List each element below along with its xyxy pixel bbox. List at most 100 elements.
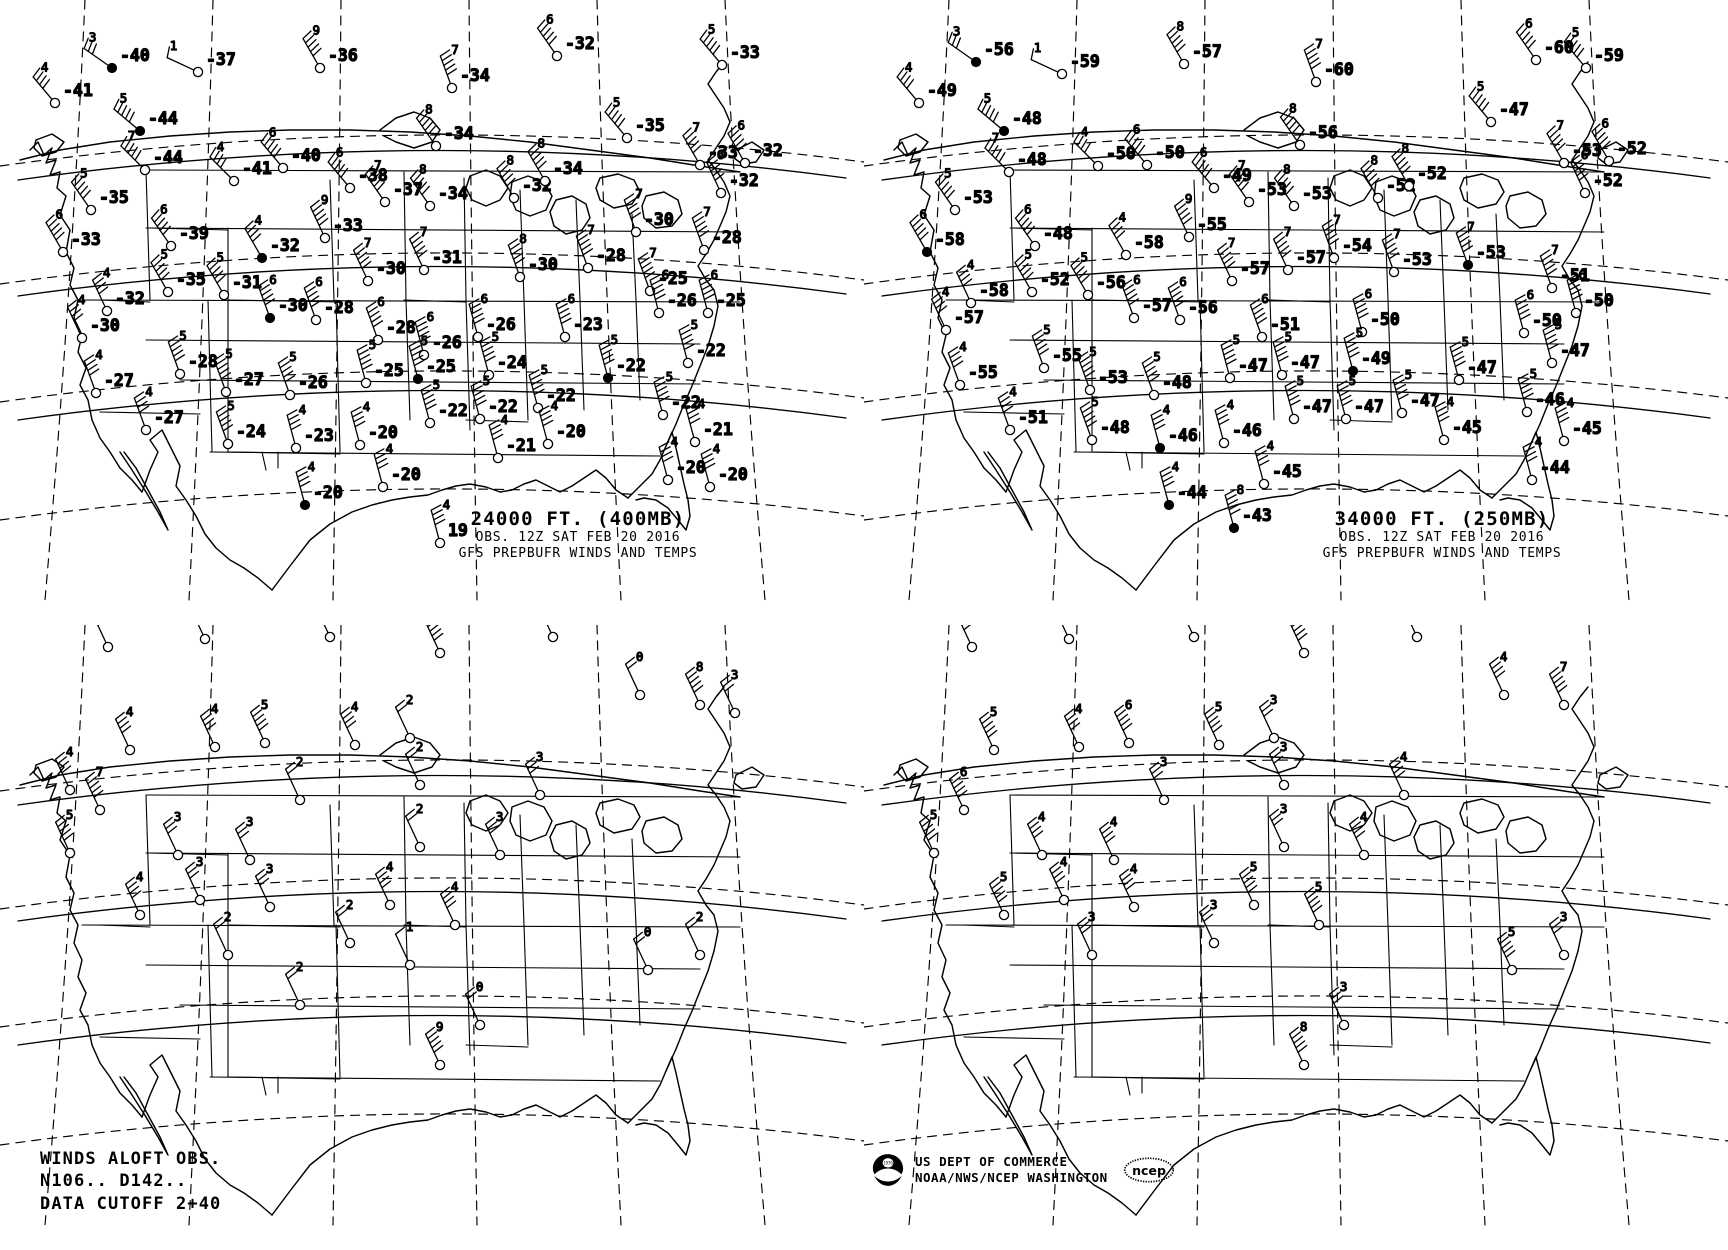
svg-text:-41: -41 xyxy=(242,159,272,178)
svg-text:7: 7 xyxy=(587,222,595,237)
panel-subtitle: OBS. 12Z SAT FEB 20 2016 xyxy=(1339,530,1545,546)
svg-text:7: 7 xyxy=(1284,224,1292,239)
svg-text:4: 4 xyxy=(66,744,74,759)
svg-text:-26: -26 xyxy=(298,373,328,392)
svg-text:6: 6 xyxy=(336,145,344,160)
panel-34000ft-250mb[interactable]: 3 -56 1 -59 8 -57 7 -60 6 -60 5 -59 4 -49 5 -48 5 -47 8 -56… xyxy=(864,0,1728,625)
svg-text:4: 4 xyxy=(386,441,394,456)
svg-text:6: 6 xyxy=(1601,116,1609,131)
svg-text:7: 7 xyxy=(1467,219,1475,234)
svg-text:-22: -22 xyxy=(671,393,701,412)
svg-text:3: 3 xyxy=(496,809,504,824)
svg-text:-40: -40 xyxy=(120,46,150,65)
svg-text:4: 4 xyxy=(1075,701,1083,716)
svg-text:-52: -52 xyxy=(1617,139,1647,158)
svg-text:-21: -21 xyxy=(506,436,536,455)
svg-text:-45: -45 xyxy=(1452,418,1482,437)
svg-text:5: 5 xyxy=(1153,349,1161,364)
svg-text:-26: -26 xyxy=(486,315,516,334)
svg-text:8: 8 xyxy=(1300,1019,1308,1034)
svg-text:8: 8 xyxy=(1401,141,1409,156)
svg-text:-58: -58 xyxy=(935,230,965,249)
map-canvas-tl: 3-401-379-36 7-346-325-334-41 5-445-358-34… xyxy=(0,0,864,601)
svg-text:-55: -55 xyxy=(968,363,998,382)
svg-text:5: 5 xyxy=(1315,879,1323,894)
svg-text:-53: -53 xyxy=(1402,250,1432,269)
svg-text:7: 7 xyxy=(451,42,459,57)
svg-text:-24: -24 xyxy=(497,353,527,372)
svg-text:-44: -44 xyxy=(148,109,178,128)
svg-text:4: 4 xyxy=(95,347,103,362)
svg-text:3: 3 xyxy=(1340,979,1348,994)
svg-text:5: 5 xyxy=(691,317,699,332)
svg-text:5: 5 xyxy=(1572,25,1580,40)
svg-text:-47: -47 xyxy=(1238,356,1268,375)
svg-text:-34: -34 xyxy=(444,124,474,143)
svg-text:6: 6 xyxy=(160,201,168,216)
svg-text:-43: -43 xyxy=(1242,506,1272,525)
svg-text:-52: -52 xyxy=(1417,164,1447,183)
svg-text:6: 6 xyxy=(1525,15,1533,30)
svg-text:-20: -20 xyxy=(391,465,421,484)
svg-text:6: 6 xyxy=(662,267,670,282)
svg-text:-20: -20 xyxy=(718,465,748,484)
svg-text:5: 5 xyxy=(1080,250,1088,265)
svg-text:8: 8 xyxy=(696,659,704,674)
svg-text:4: 4 xyxy=(671,434,679,449)
noaa-seal-icon: 1970 xyxy=(872,1154,904,1186)
svg-text:-59: -59 xyxy=(1594,46,1624,65)
svg-text:-25: -25 xyxy=(426,357,456,376)
svg-text:6: 6 xyxy=(1125,697,1133,712)
svg-text:5: 5 xyxy=(80,165,88,180)
panel-24000ft-400mb[interactable]: 3 -40 1 -37 9 -36 7 -34 6 -32 5 -33 4 -41 5 -44 5 -35 8 -34… xyxy=(0,0,864,625)
svg-text:-23: -23 xyxy=(304,426,334,445)
svg-text:5: 5 xyxy=(708,22,716,37)
svg-text:5: 5 xyxy=(1530,366,1538,381)
svg-text:6: 6 xyxy=(427,309,435,324)
svg-text:6: 6 xyxy=(1200,145,1208,160)
svg-text:-34: -34 xyxy=(438,184,468,203)
svg-text:7: 7 xyxy=(1551,242,1559,257)
svg-text:5: 5 xyxy=(1356,325,1364,340)
svg-text:-45: -45 xyxy=(1272,462,1302,481)
svg-text:-52: -52 xyxy=(1040,270,1070,289)
panel-14000ft-600mb[interactable]: 43453454653763345443454455333538 14000 F… xyxy=(864,625,1728,1250)
svg-text:6: 6 xyxy=(315,274,323,289)
svg-text:7: 7 xyxy=(96,764,104,779)
svg-text:-56: -56 xyxy=(1188,298,1218,317)
svg-text:4: 4 xyxy=(351,699,359,714)
svg-text:4: 4 xyxy=(299,402,307,417)
svg-text:-28: -28 xyxy=(386,318,416,337)
svg-text:8: 8 xyxy=(1237,482,1245,497)
svg-text:4: 4 xyxy=(905,60,913,75)
svg-text:5: 5 xyxy=(160,247,168,262)
svg-text:-57: -57 xyxy=(1142,296,1172,315)
svg-text:4: 4 xyxy=(145,384,153,399)
svg-text:3: 3 xyxy=(1210,897,1218,912)
svg-text:-33: -33 xyxy=(708,143,738,162)
svg-text:8: 8 xyxy=(1370,153,1378,168)
svg-text:3: 3 xyxy=(1280,801,1288,816)
svg-text:5: 5 xyxy=(990,704,998,719)
svg-text:-35: -35 xyxy=(176,270,206,289)
svg-text:4: 4 xyxy=(959,339,967,354)
svg-text:5: 5 xyxy=(433,377,441,392)
svg-text:5: 5 xyxy=(984,91,992,106)
svg-text:-46: -46 xyxy=(1535,390,1565,409)
svg-text:-25: -25 xyxy=(658,269,688,288)
svg-text:-54: -54 xyxy=(1342,236,1372,255)
svg-text:5: 5 xyxy=(216,250,224,265)
svg-text:-22: -22 xyxy=(616,356,646,375)
panel-2d-standard-lvl[interactable]: 322520445428374223533234334422120029 2D … xyxy=(0,625,864,1250)
svg-text:5: 5 xyxy=(369,337,377,352)
svg-text:2: 2 xyxy=(416,801,424,816)
map-canvas-br: 43453454653763345443454455333538 xyxy=(864,625,1728,1226)
svg-text:4: 4 xyxy=(551,398,559,413)
svg-text:5: 5 xyxy=(1233,332,1241,347)
svg-text:3: 3 xyxy=(266,861,274,876)
svg-text:5: 5 xyxy=(421,333,429,348)
svg-text:2: 2 xyxy=(406,692,414,707)
svg-text:-60: -60 xyxy=(1324,60,1354,79)
svg-text:7: 7 xyxy=(649,245,657,260)
svg-text:-44: -44 xyxy=(1540,458,1570,477)
